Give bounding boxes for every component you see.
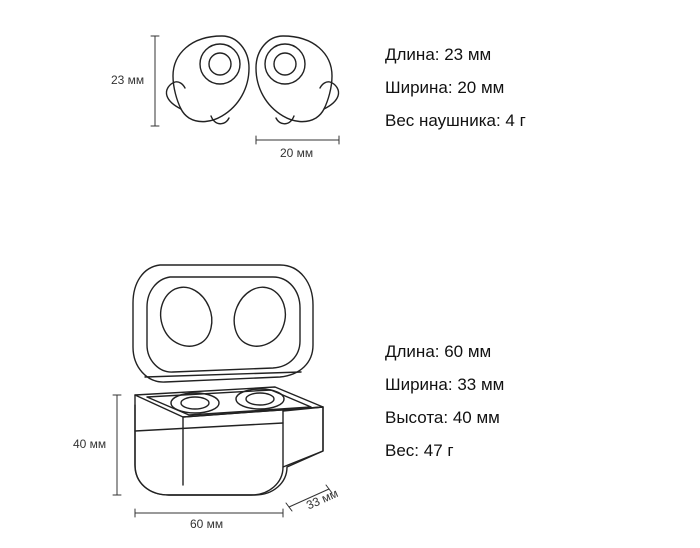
case-width-label: 60 мм — [190, 517, 223, 531]
spec-height: Высота: 40 мм — [385, 401, 504, 434]
case-specs: Длина: 60 мм Ширина: 33 мм Высота: 40 мм… — [385, 335, 504, 468]
case-height-label: 40 мм — [73, 437, 106, 451]
spec-weight: Вес наушника: 4 г — [385, 104, 526, 137]
earbud-height-label: 23 мм — [111, 73, 144, 87]
spec-length: Длина: 23 мм — [385, 38, 526, 71]
spec-width: Ширина: 20 мм — [385, 71, 526, 104]
spec-width: Ширина: 33 мм — [385, 368, 504, 401]
earbud-section: 23 мм 20 мм Длина: 23 мм Ширина: 20 мм В… — [0, 18, 700, 188]
earbud-width-label: 20 мм — [280, 146, 313, 160]
spec-length: Длина: 60 мм — [385, 335, 504, 368]
case-section: 40 мм 60 мм 33 мм Длина: 60 мм Ширина: 3… — [0, 255, 700, 545]
earbud-svg — [115, 18, 345, 188]
spec-weight: Вес: 47 г — [385, 434, 504, 467]
case-drawing: 40 мм 60 мм 33 мм — [75, 255, 365, 545]
earbud-specs: Длина: 23 мм Ширина: 20 мм Вес наушника:… — [385, 38, 526, 137]
earbud-drawing: 23 мм 20 мм — [115, 18, 345, 188]
